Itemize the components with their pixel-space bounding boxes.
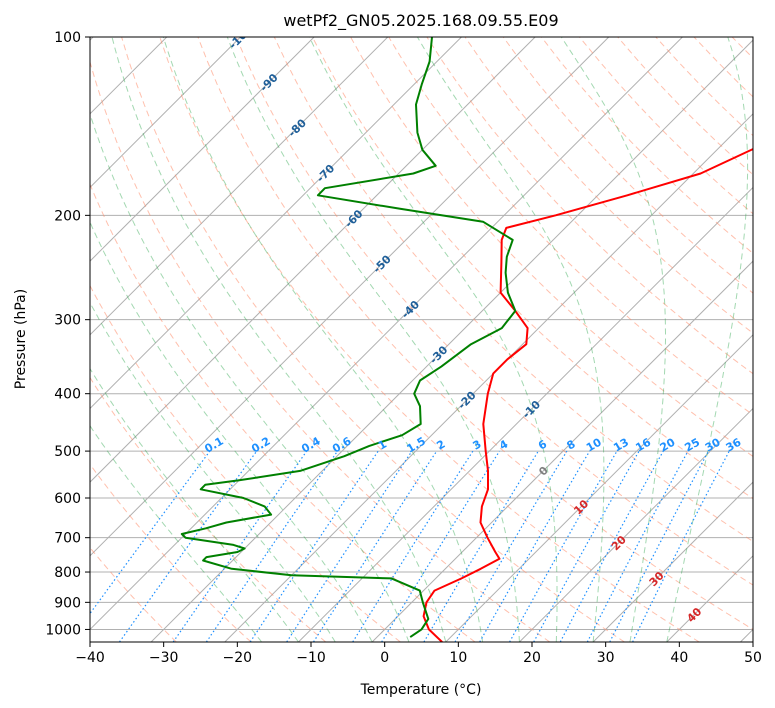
dry-adiabat bbox=[121, 37, 625, 642]
y-tick-label: 300 bbox=[54, 313, 81, 329]
moist-adiabat bbox=[90, 112, 410, 642]
y-tick-label: 200 bbox=[54, 208, 81, 224]
mixing-ratio-line bbox=[509, 450, 618, 642]
x-tick-label: −30 bbox=[149, 650, 179, 666]
y-tick-label: 500 bbox=[54, 444, 81, 460]
isotherm-gridline bbox=[90, 37, 241, 189]
isotherm-gridline bbox=[90, 37, 536, 483]
mixing-ratio-line bbox=[632, 450, 730, 642]
axes: −40 −30 −20 −10 0 10 20 30 40 50 100 200 300 400 500 60… bbox=[45, 30, 762, 666]
plot-frame bbox=[89, 36, 754, 643]
dry-adiabat bbox=[159, 37, 700, 642]
mixing-ratio-line bbox=[381, 450, 501, 642]
x-tick-label: −40 bbox=[75, 650, 105, 666]
moist-adiabat bbox=[416, 37, 605, 642]
y-tick-label: 800 bbox=[54, 565, 81, 581]
moist-adiabat bbox=[90, 301, 336, 642]
x-tick-label: 0 bbox=[380, 650, 389, 666]
dry-adiabat bbox=[273, 37, 753, 543]
y-tick-label: 1000 bbox=[45, 622, 81, 638]
x-tick-label: 30 bbox=[597, 650, 615, 666]
dry-adiabat bbox=[197, 37, 753, 630]
dry-adiabat bbox=[90, 60, 551, 642]
mixing-ratio-line bbox=[312, 450, 438, 642]
x-axis-label: Temperature (°C) bbox=[360, 682, 482, 698]
mixing-ratio-line bbox=[172, 450, 308, 642]
isotherm-gridline bbox=[371, 260, 753, 642]
isotherm-gridline bbox=[445, 334, 753, 642]
moist-adiabat bbox=[90, 220, 373, 642]
x-tick-label: 50 bbox=[744, 650, 762, 666]
mixing-ratio-line bbox=[205, 450, 338, 642]
y-tick-label: 900 bbox=[54, 595, 81, 611]
mixing-ratio-line bbox=[533, 450, 640, 642]
isotherm-gridline bbox=[90, 37, 683, 631]
isotherm-gridline bbox=[90, 37, 315, 262]
x-tick-label: −10 bbox=[296, 650, 326, 666]
isotherm-gridline bbox=[90, 37, 389, 336]
mixing-ratio-line bbox=[119, 450, 258, 642]
dry-adiabat bbox=[311, 37, 753, 500]
y-tick-label: 700 bbox=[54, 531, 81, 547]
y-tick-label: 600 bbox=[54, 491, 81, 507]
isotherm-gridline bbox=[519, 407, 753, 642]
isotherm-gridline bbox=[90, 37, 610, 557]
isotherm-gridline bbox=[592, 481, 753, 642]
isotherm-gridline bbox=[90, 37, 462, 410]
x-tick-label: 20 bbox=[523, 650, 541, 666]
moist-adiabat bbox=[90, 424, 262, 642]
moist-adiabat bbox=[666, 37, 749, 642]
plot-area bbox=[90, 37, 753, 642]
mixing-ratio-line bbox=[249, 450, 379, 642]
chart-title: wetPf2_GN05.2025.168.09.55.E09 bbox=[283, 11, 558, 31]
moist-adiabat bbox=[226, 37, 520, 642]
x-tick-label: 10 bbox=[449, 650, 467, 666]
moist-adiabat bbox=[560, 37, 666, 642]
dry-adiabat bbox=[90, 463, 252, 642]
dry-adiabat bbox=[90, 376, 327, 642]
mixing-ratio-line bbox=[286, 450, 413, 642]
x-tick-label: 40 bbox=[670, 650, 688, 666]
isotherm-gridline bbox=[150, 39, 753, 642]
y-axis-label: Pressure (hPa) bbox=[13, 289, 29, 389]
moist-adiabat bbox=[111, 37, 447, 642]
moist-adiabat bbox=[162, 37, 484, 642]
dewpoint-profile-line bbox=[180, 37, 517, 638]
y-tick-label: 400 bbox=[54, 387, 81, 403]
moist-adiabat bbox=[308, 37, 558, 642]
mixing-ratio-line bbox=[90, 450, 211, 615]
dry-adiabat bbox=[502, 37, 753, 294]
mixing-ratio-line bbox=[352, 450, 474, 642]
dry-adiabat bbox=[235, 37, 753, 586]
x-tick-label: −20 bbox=[223, 650, 253, 666]
y-tick-label: 100 bbox=[54, 30, 81, 46]
moist-adiabat bbox=[90, 367, 299, 642]
mixing-ratio-line bbox=[559, 450, 664, 642]
temperature-profile-line bbox=[422, 147, 753, 642]
